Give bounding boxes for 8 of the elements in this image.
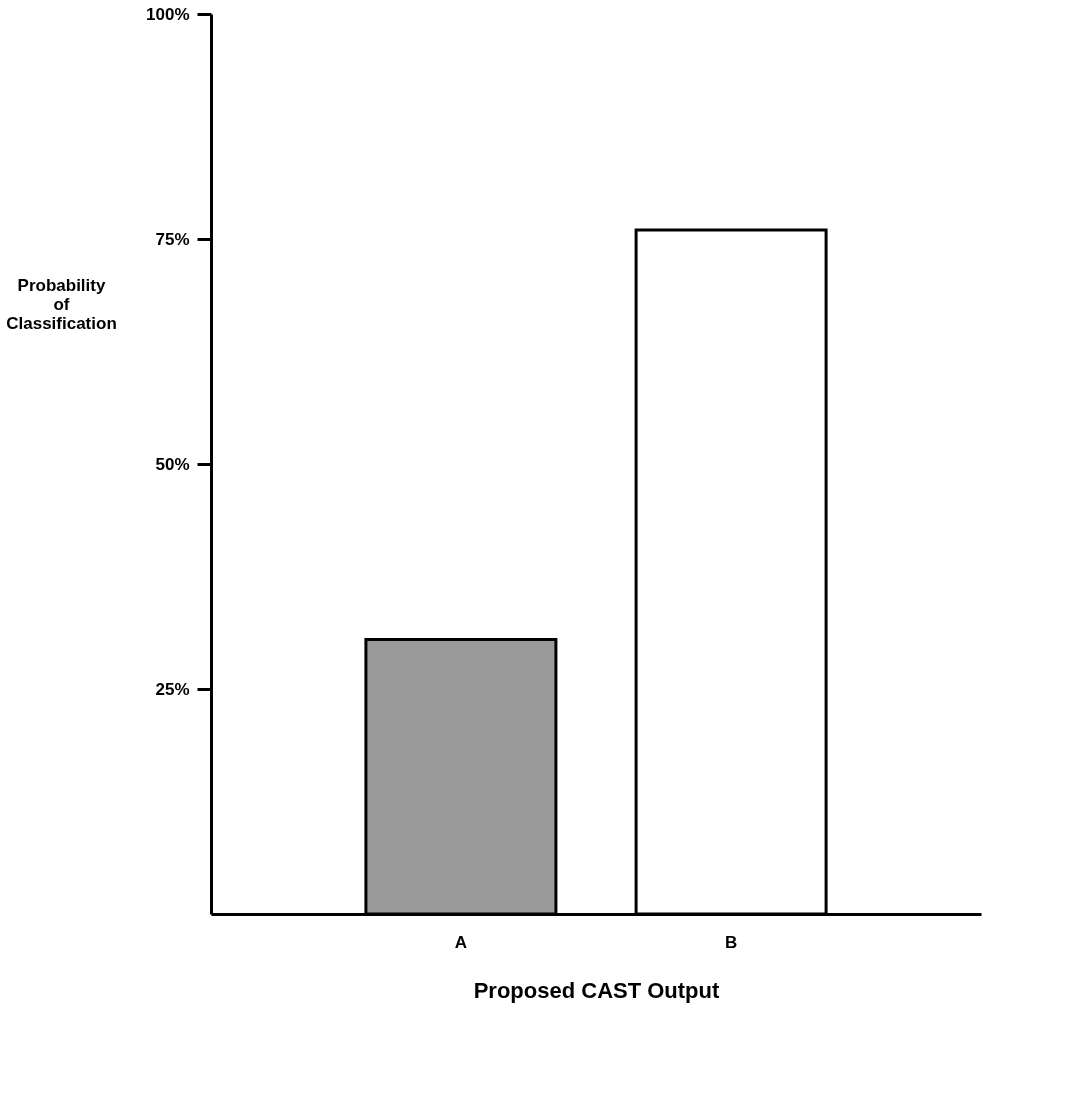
- y-axis-title: Probability of Classification: [6, 275, 117, 333]
- y-tick-label: 25%: [155, 679, 190, 699]
- x-tick-label: A: [454, 932, 468, 952]
- y-tick-label: 100%: [146, 4, 190, 24]
- x-tick-label: B: [724, 932, 738, 952]
- y-tick-label: 75%: [155, 229, 190, 249]
- x-axis-title: Proposed CAST Output: [473, 977, 720, 1003]
- y-tick-label: 50%: [155, 454, 190, 474]
